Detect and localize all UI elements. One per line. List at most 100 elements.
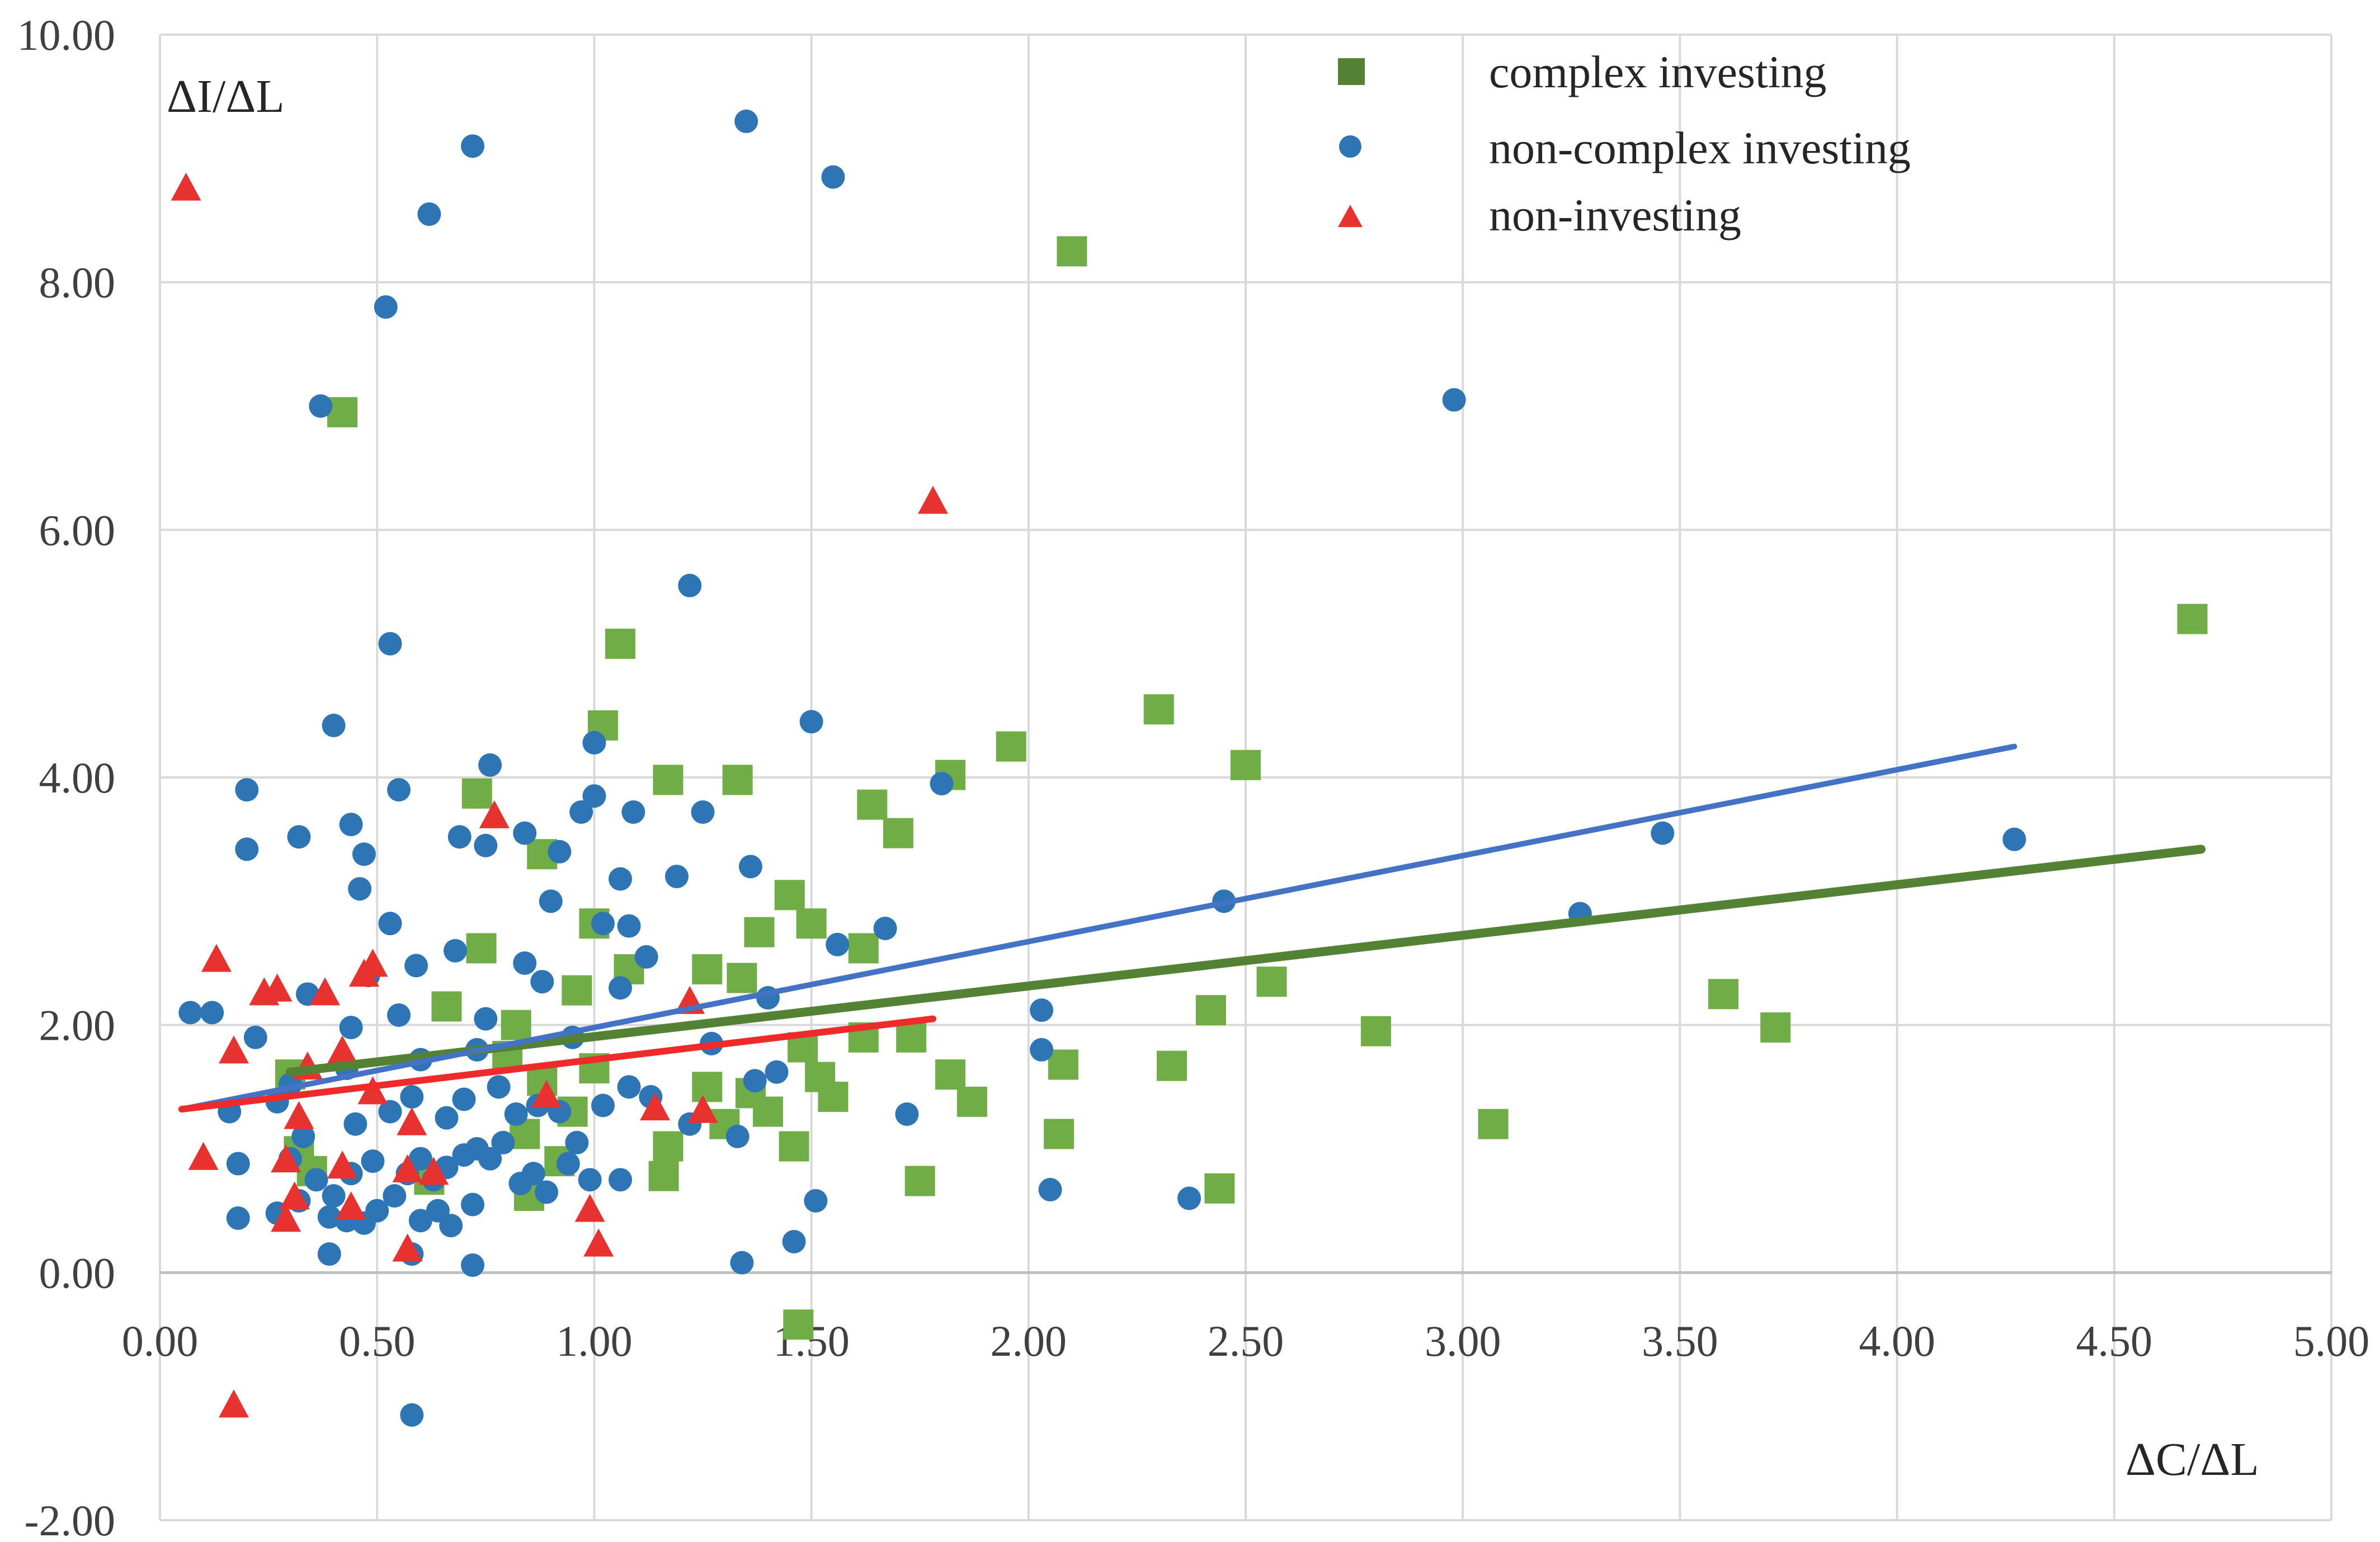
data-point-circle: [930, 772, 954, 796]
y-tick-label: 4.00: [39, 753, 116, 802]
data-point-circle: [400, 1403, 424, 1427]
data-point-circle: [539, 889, 563, 913]
legend-item-non-complex-investing: non-complex investing: [1339, 122, 1911, 173]
data-point-circle: [1030, 998, 1054, 1022]
data-point-square: [2177, 603, 2208, 634]
data-point-triangle: [418, 1157, 449, 1185]
data-point-circle: [765, 1060, 789, 1084]
data-point-circle: [556, 1152, 580, 1176]
data-point-triangle: [917, 485, 948, 514]
data-point-circle: [309, 394, 333, 418]
data-point-circle: [478, 1147, 502, 1171]
data-point-square: [1157, 1050, 1187, 1081]
data-point-circle: [200, 1001, 224, 1025]
data-point-circle: [734, 109, 758, 133]
data-point-square: [692, 954, 723, 985]
data-point-square: [935, 1059, 966, 1090]
data-point-circle: [478, 753, 502, 777]
data-point-triangle: [279, 1181, 310, 1210]
x-tick-label: 0.50: [339, 1317, 416, 1365]
y-tick-label: 6.00: [39, 506, 116, 554]
data-point-square: [727, 963, 757, 993]
data-point-circle: [235, 778, 259, 802]
data-point-circle: [738, 855, 762, 879]
data-point-circle: [400, 1085, 424, 1109]
data-point-square: [1048, 1049, 1078, 1080]
data-point-triangle: [310, 977, 341, 1006]
data-point-triangle: [218, 1389, 249, 1418]
data-point-square: [1478, 1109, 1509, 1139]
data-point-circle: [617, 1075, 641, 1099]
data-point-circle: [322, 714, 346, 738]
data-point-circle: [435, 1106, 459, 1130]
data-point-square: [1195, 995, 1226, 1026]
data-point-circle: [417, 202, 441, 226]
data-point-circle: [582, 731, 606, 755]
x-tick-label: 2.00: [991, 1317, 1067, 1365]
data-point-square: [327, 397, 358, 428]
data-point-circle: [782, 1230, 806, 1253]
data-point-circle: [378, 912, 402, 936]
data-point-triangle: [284, 1101, 314, 1129]
data-point-triangle: [171, 172, 201, 201]
data-point-circle: [608, 1168, 632, 1192]
data-point-square: [605, 628, 635, 659]
data-point-square: [1057, 236, 1087, 267]
data-point-circle: [591, 1093, 615, 1117]
data-point-triangle: [271, 1144, 301, 1173]
data-point-circle: [2002, 827, 2026, 851]
legend-marker-square: [1338, 58, 1365, 85]
data-point-circle: [408, 1209, 432, 1233]
data-point-square: [653, 765, 684, 795]
data-point-circle: [461, 1253, 485, 1277]
data-point-triangle: [640, 1092, 671, 1121]
data-point-square: [722, 765, 753, 795]
data-point-square: [1256, 966, 1287, 997]
y-tick-label: 0.00: [39, 1248, 116, 1297]
data-point-circle: [569, 800, 593, 824]
data-point-circle: [565, 1130, 589, 1154]
data-point-circle: [243, 1025, 267, 1049]
x-tick-label: 5.00: [2293, 1317, 2370, 1365]
data-point-triangle: [531, 1080, 562, 1109]
data-point-circle: [461, 1192, 485, 1216]
data-point-square: [648, 1161, 679, 1191]
data-point-square: [653, 1131, 684, 1162]
data-point-circle: [178, 1001, 202, 1025]
data-point-circle: [374, 295, 398, 319]
data-point-circle: [404, 954, 428, 978]
data-point-circle: [361, 1149, 385, 1173]
data-point-square: [904, 1166, 935, 1196]
legend-item-complex-investing: complex investing: [1338, 46, 1827, 97]
data-point-circle: [461, 134, 485, 158]
data-point-circle: [664, 865, 689, 889]
data-point-square: [779, 1131, 809, 1162]
data-point-circle: [352, 842, 376, 866]
x-axis-title: ΔC/ΔL: [2125, 1433, 2259, 1486]
data-point-circle: [617, 914, 641, 938]
x-tick-label: 3.50: [1642, 1317, 1718, 1365]
data-point-circle: [826, 932, 850, 956]
legend-marker-circle: [1339, 135, 1361, 158]
data-point-triangle: [188, 1142, 219, 1170]
data-point-circle: [513, 951, 537, 975]
data-point-circle: [578, 1168, 602, 1192]
data-point-circle: [317, 1242, 341, 1266]
data-point-circle: [725, 1124, 750, 1148]
y-tick-label: 10.00: [17, 11, 116, 59]
data-point-circle: [378, 1100, 402, 1124]
data-point-circle: [387, 778, 411, 802]
x-tick-label: 2.50: [1208, 1317, 1284, 1365]
data-point-square: [783, 1309, 814, 1340]
data-point-triangle: [336, 1191, 366, 1220]
data-point-circle: [387, 1003, 411, 1027]
legend-item-non-investing: non-investing: [1338, 190, 1741, 241]
data-point-triangle: [397, 1107, 427, 1135]
data-point-square: [466, 933, 497, 964]
data-point-square: [857, 789, 888, 820]
data-point-circle: [504, 1102, 528, 1126]
x-tick-label: 4.00: [1859, 1317, 1935, 1365]
data-point-circle: [799, 710, 823, 734]
data-point-circle: [365, 1199, 389, 1223]
